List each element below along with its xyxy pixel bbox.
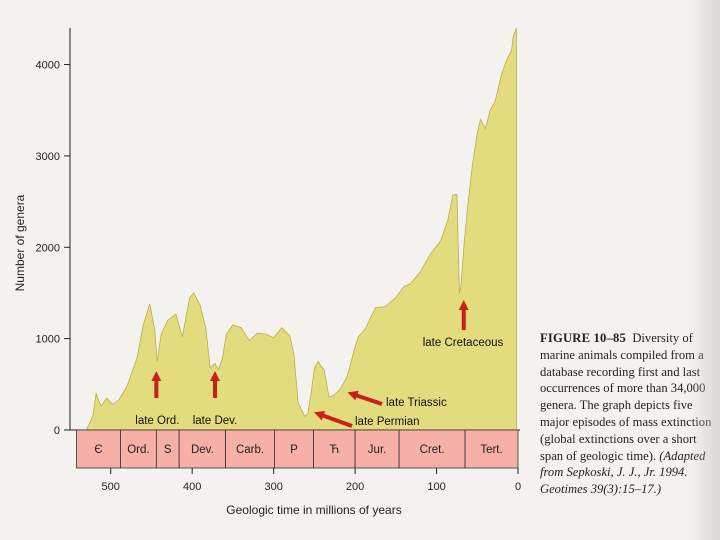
period-cell: [464, 429, 519, 469]
extinction-label: late Cretaceous: [423, 337, 504, 349]
caption-source: (Adapted from Sepkoski, J. J., Jr. 1994.…: [540, 448, 706, 497]
period-cell: [120, 429, 157, 469]
period-cell: [76, 429, 121, 469]
extinction-label: late Ord.: [135, 415, 179, 427]
x-tick-label: 500: [102, 481, 120, 493]
y-tick-label: 2000: [36, 242, 60, 254]
period-cell: [313, 429, 356, 469]
period-label: Cret.: [420, 444, 445, 456]
extinction-label: late Dev.: [193, 415, 238, 427]
period-label: Dev.: [191, 444, 214, 456]
period-label: Tert.: [480, 444, 502, 456]
x-tick-label: 0: [515, 481, 521, 493]
period-label: Jur.: [368, 444, 387, 456]
period-label: Carb.: [236, 444, 264, 456]
x-axis-label: Geologic time in millions of years: [226, 503, 401, 517]
y-tick-label: 1000: [36, 334, 60, 346]
period-cell: [398, 429, 466, 469]
period-label: Є: [94, 444, 102, 456]
y-tick-label: 3000: [36, 151, 60, 163]
figure-label: FIGURE 10–85: [540, 331, 627, 345]
extinction-arrow: [347, 390, 383, 406]
figure-caption: FIGURE 10–85 Diversity of marine animals…: [540, 330, 718, 498]
x-tick-label: 200: [346, 481, 364, 493]
period-label: Ord.: [127, 444, 149, 456]
extinction-label: late Permian: [355, 416, 420, 428]
y-tick-label: 4000: [36, 60, 60, 72]
x-tick-label: 100: [427, 481, 445, 493]
annotation-layer: late Ord. late Dev. late Permian late Trias…: [135, 300, 504, 428]
period-label: P: [290, 444, 298, 456]
area-layer: [74, 27, 517, 431]
extinction-label: late Triassic: [386, 397, 447, 409]
y-tick-label: 0: [54, 425, 60, 437]
page-edge-shadow: [690, 0, 720, 540]
y-axis-label: Number of genera: [13, 194, 27, 291]
extinction-arrow: [314, 410, 353, 428]
period-label: Ћ: [329, 444, 339, 456]
x-tick-label: 400: [183, 481, 201, 493]
period-band-layer: Є Ord. S Dev. Carb. P Ћ Jur. Cret. Tert. 500 400 300…: [76, 429, 521, 517]
diversity-area: [74, 27, 517, 431]
period-label: S: [164, 444, 172, 456]
caption-text: Diversity of marine animals compiled fro…: [540, 331, 712, 463]
x-tick-label: 300: [264, 481, 282, 493]
